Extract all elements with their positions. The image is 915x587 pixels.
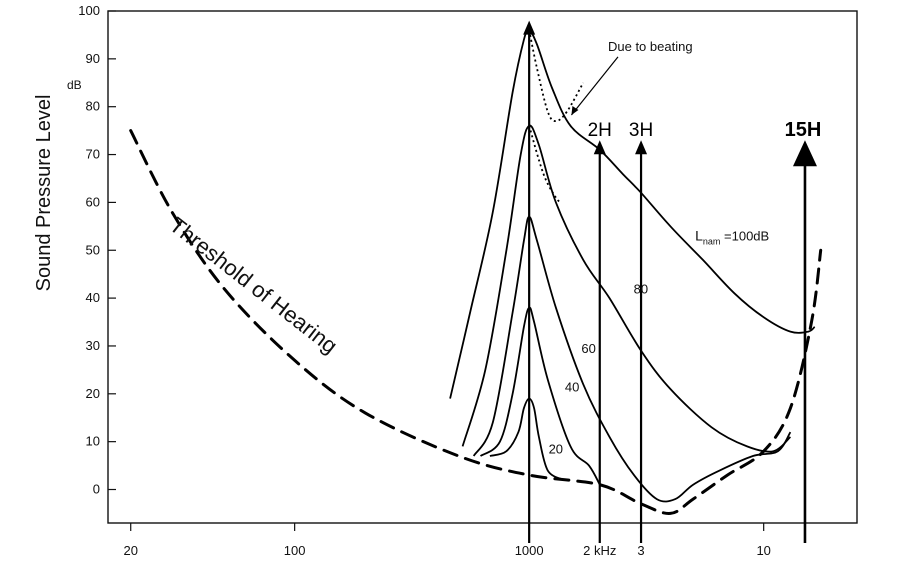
beating-pointer-head (571, 106, 579, 116)
x-tick-label: 2 kHz (583, 543, 616, 558)
harmonic-arrow-head (792, 140, 817, 167)
masking-curve-40 (479, 306, 601, 486)
harmonic-arrow-head (593, 140, 606, 155)
series-label-60: 60 (581, 341, 595, 356)
harmonic-arrow-head (635, 140, 648, 155)
y-tick-label: 70 (86, 147, 100, 162)
threshold-label: Threshold of Hearing (165, 212, 342, 358)
y-tick-label: 100 (78, 3, 100, 18)
plot-area (107, 10, 858, 524)
series-label-20: 20 (549, 442, 563, 457)
series-label-100: Lnam =100dB (695, 228, 769, 247)
beating-annotation: Due to beating (608, 39, 693, 54)
y-axis-unit: dB (67, 78, 82, 92)
y-tick-label: 50 (86, 242, 100, 257)
harmonic-marker-label: 15H (785, 119, 822, 141)
harmonic-markers: 2H 3H 15H (523, 20, 822, 543)
beating-dip-100 (528, 29, 584, 123)
harmonic-marker-label: 3H (629, 120, 653, 141)
harmonic-arrow-head (523, 20, 536, 35)
y-tick-label: 60 (86, 194, 100, 209)
masking-curve-60 (472, 215, 792, 503)
y-tick-label: 0 (93, 482, 100, 497)
masking-curve-100 (449, 28, 816, 399)
harmonic-marker-label: 2H (588, 120, 612, 141)
masking-curve-80 (461, 124, 792, 453)
y-tick-label: 30 (86, 338, 100, 353)
x-tick-label: 3 (637, 543, 644, 558)
series-labels: 20 40 60 80 Lnam =100dB (549, 56, 769, 457)
x-tick-label: 100 (284, 543, 306, 558)
y-tick-label: 80 (86, 99, 100, 114)
x-tick-label: 10 (756, 543, 770, 558)
x-tick-label: 1000 (515, 543, 544, 558)
threshold-curve (129, 129, 823, 515)
y-axis-label: Sound Pressure Level (33, 95, 55, 292)
plot-border (107, 10, 858, 524)
y-tick-label: 40 (86, 290, 100, 305)
y-axis: 0 10 20 30 40 50 60 70 80 90 100 (78, 3, 116, 497)
y-tick-label: 90 (86, 51, 100, 66)
series-label-80: 80 (634, 281, 648, 296)
beating-dip-80 (528, 125, 562, 204)
beating-pointer (570, 56, 619, 116)
y-tick-label: 10 (86, 434, 100, 449)
y-tick-label: 20 (86, 386, 100, 401)
x-axis: 20 100 1000 2 kHz 3 10 (123, 523, 771, 558)
series-label-40: 40 (565, 379, 579, 394)
x-tick-label: 20 (123, 543, 137, 558)
